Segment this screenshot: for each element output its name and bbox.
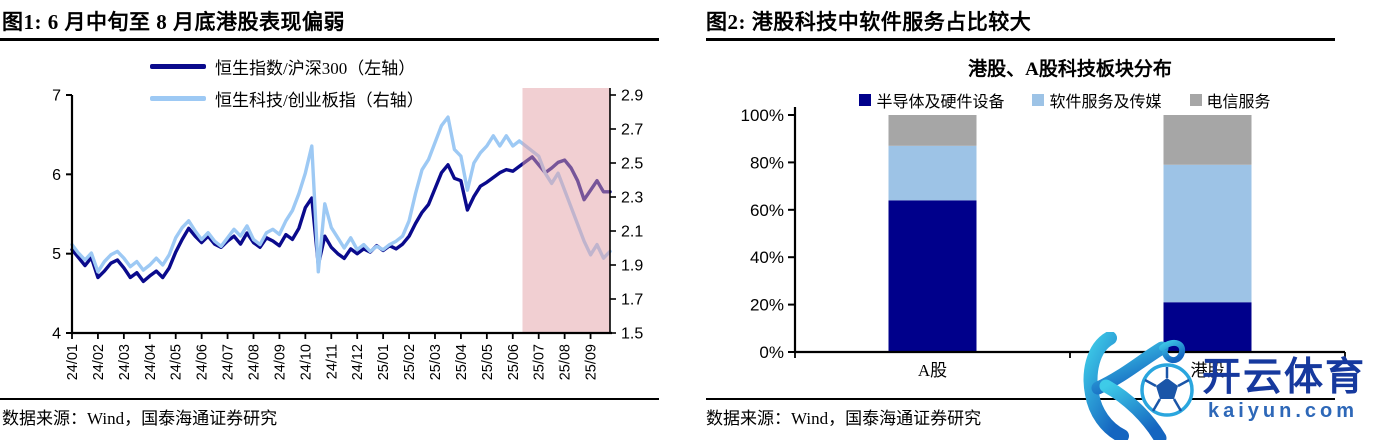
figure2-source-rule — [706, 398, 1335, 400]
left-axis-label: 7 — [52, 88, 61, 105]
bar-segment-A股-2 — [888, 115, 977, 146]
legend-item-telecom: 电信服务 — [1189, 88, 1271, 112]
legend-label: 软件服务及传媒 — [1049, 94, 1162, 111]
x-axis-label: 24/11 — [324, 344, 340, 379]
legend-line-swatch-navy — [150, 64, 206, 69]
bar-segment-A股-1 — [888, 145, 977, 201]
right-axis-label: 1.5 — [621, 326, 643, 343]
y-axis-label: 20% — [750, 296, 784, 315]
line-series-0 — [70, 155, 612, 284]
x-axis-label: 25/02 — [402, 344, 418, 380]
x-axis-label: 24/01 — [65, 344, 81, 380]
figure2-panel: 图2: 港股科技中软件服务占比较大 港股、A股科技板块分布 半导体及硬件设备 软… — [690, 0, 1377, 440]
bar-segment-港股-2 — [1163, 115, 1252, 165]
right-axis-label: 2.5 — [621, 156, 643, 173]
legend-label: 恒生科技/创业板指（右轴） — [215, 91, 424, 110]
figure1-source: 数据来源：Wind，国泰海通证券研究 — [2, 409, 278, 428]
x-axis-label: 25/05 — [480, 344, 496, 380]
figure1-title: 图1: 6 月中旬至 8 月底港股表现偏弱 — [2, 10, 345, 34]
x-axis-label: 25/03 — [428, 344, 444, 380]
x-axis-label: 25/01 — [376, 344, 392, 380]
x-axis-label: 25/06 — [506, 344, 522, 380]
right-axis-label: 2.7 — [621, 122, 643, 139]
right-axis-label: 2.1 — [621, 224, 643, 241]
highlight-band — [522, 88, 610, 333]
y-axis-label: 40% — [750, 248, 784, 267]
figure2-source: 数据来源：Wind，国泰海通证券研究 — [706, 409, 982, 428]
x-axis-label: 24/04 — [143, 344, 159, 380]
legend-item-hstech-chinext: 恒生科技/创业板指（右轴） — [150, 86, 424, 111]
legend-item-semiconductor: 半导体及硬件设备 — [859, 88, 1004, 112]
figure2-legend: 半导体及硬件设备 软件服务及传媒 电信服务 — [775, 88, 1355, 112]
watermark-domain-text: kaiyun.com — [1208, 400, 1359, 422]
right-axis-label: 2.9 — [621, 88, 643, 105]
figure1-source-rule — [0, 398, 659, 400]
figure1-title-rule — [0, 38, 659, 41]
bar-segment-港股-1 — [1163, 164, 1252, 303]
legend-label: 电信服务 — [1206, 94, 1271, 111]
x-axis-label: 24/05 — [169, 344, 185, 380]
y-axis-label: 0% — [759, 343, 784, 362]
right-axis-label: 1.7 — [621, 292, 643, 309]
figure2-stacked-bar-chart: 0% 20% 40% 60% 80% 100% A股 港股 — [741, 106, 1346, 380]
x-axis-label: 25/04 — [454, 344, 470, 380]
figure2-title-rule — [706, 38, 1335, 41]
kaiyun-k-logo-icon — [1083, 332, 1186, 440]
y-axis-label: 60% — [750, 201, 784, 220]
x-axis-label: 24/07 — [221, 344, 237, 380]
left-axis-label: 4 — [52, 326, 61, 343]
x-axis-label: 24/10 — [298, 344, 314, 380]
figure2-chart-title: 港股、A股科技板块分布 — [968, 59, 1172, 80]
x-axis-label: 24/06 — [195, 344, 211, 380]
x-axis-label: 25/07 — [532, 344, 548, 380]
y-axis-label: 100% — [741, 106, 784, 125]
legend-item-software: 软件服务及传媒 — [1032, 88, 1162, 112]
left-axis-label: 6 — [52, 167, 61, 184]
left-axis-label: 5 — [52, 246, 61, 263]
x-axis-label: 25/08 — [558, 344, 574, 380]
x-axis-label: 25/09 — [584, 344, 600, 380]
x-axis-label: 24/02 — [91, 344, 107, 380]
x-axis-label: 24/03 — [117, 344, 133, 380]
right-axis-label: 1.9 — [621, 258, 643, 275]
right-axis-label: 2.3 — [621, 190, 643, 207]
x-axis-label: 24/09 — [272, 344, 288, 380]
figure1-line-chart: 4 5 6 7 1.5 1.7 1.9 2.1 2.3 2.5 2.7 2.9 24/01 24/02 24… — [52, 88, 643, 381]
category-label-1: 港股 — [1191, 361, 1225, 380]
figure1-legend: 恒生指数/沪深300（左轴） 恒生科技/创业板指（右轴） — [150, 54, 424, 111]
legend-label: 半导体及硬件设备 — [876, 94, 1005, 111]
legend-line-swatch-lightblue — [150, 96, 206, 101]
x-axis-label: 24/08 — [246, 344, 262, 380]
figure1-panel: 图1: 6 月中旬至 8 月底港股表现偏弱 4 5 6 7 1.5 1.7 1.9 2.1 2.… — [0, 10, 659, 428]
bar-segment-A股-0 — [888, 200, 977, 352]
x-axis-label: 24/12 — [350, 344, 366, 380]
category-label-0: A股 — [918, 361, 947, 380]
legend-label: 恒生指数/沪深300（左轴） — [215, 59, 416, 78]
legend-square-swatch-gray — [1189, 94, 1202, 106]
y-axis-label: 80% — [750, 153, 784, 172]
legend-square-swatch-lightblue — [1032, 94, 1045, 106]
legend-item-hsi-csi300: 恒生指数/沪深300（左轴） — [150, 54, 424, 79]
figure2-title: 图2: 港股科技中软件服务占比较大 — [706, 10, 1032, 34]
soccer-ball-icon — [1140, 363, 1194, 417]
watermark-brand-text: 开云体育 — [1202, 356, 1367, 399]
kaiyun-watermark: 开云体育 kaiyun.com — [1066, 326, 1377, 440]
line-series-1 — [70, 115, 612, 274]
legend-square-swatch-navy — [859, 94, 872, 106]
